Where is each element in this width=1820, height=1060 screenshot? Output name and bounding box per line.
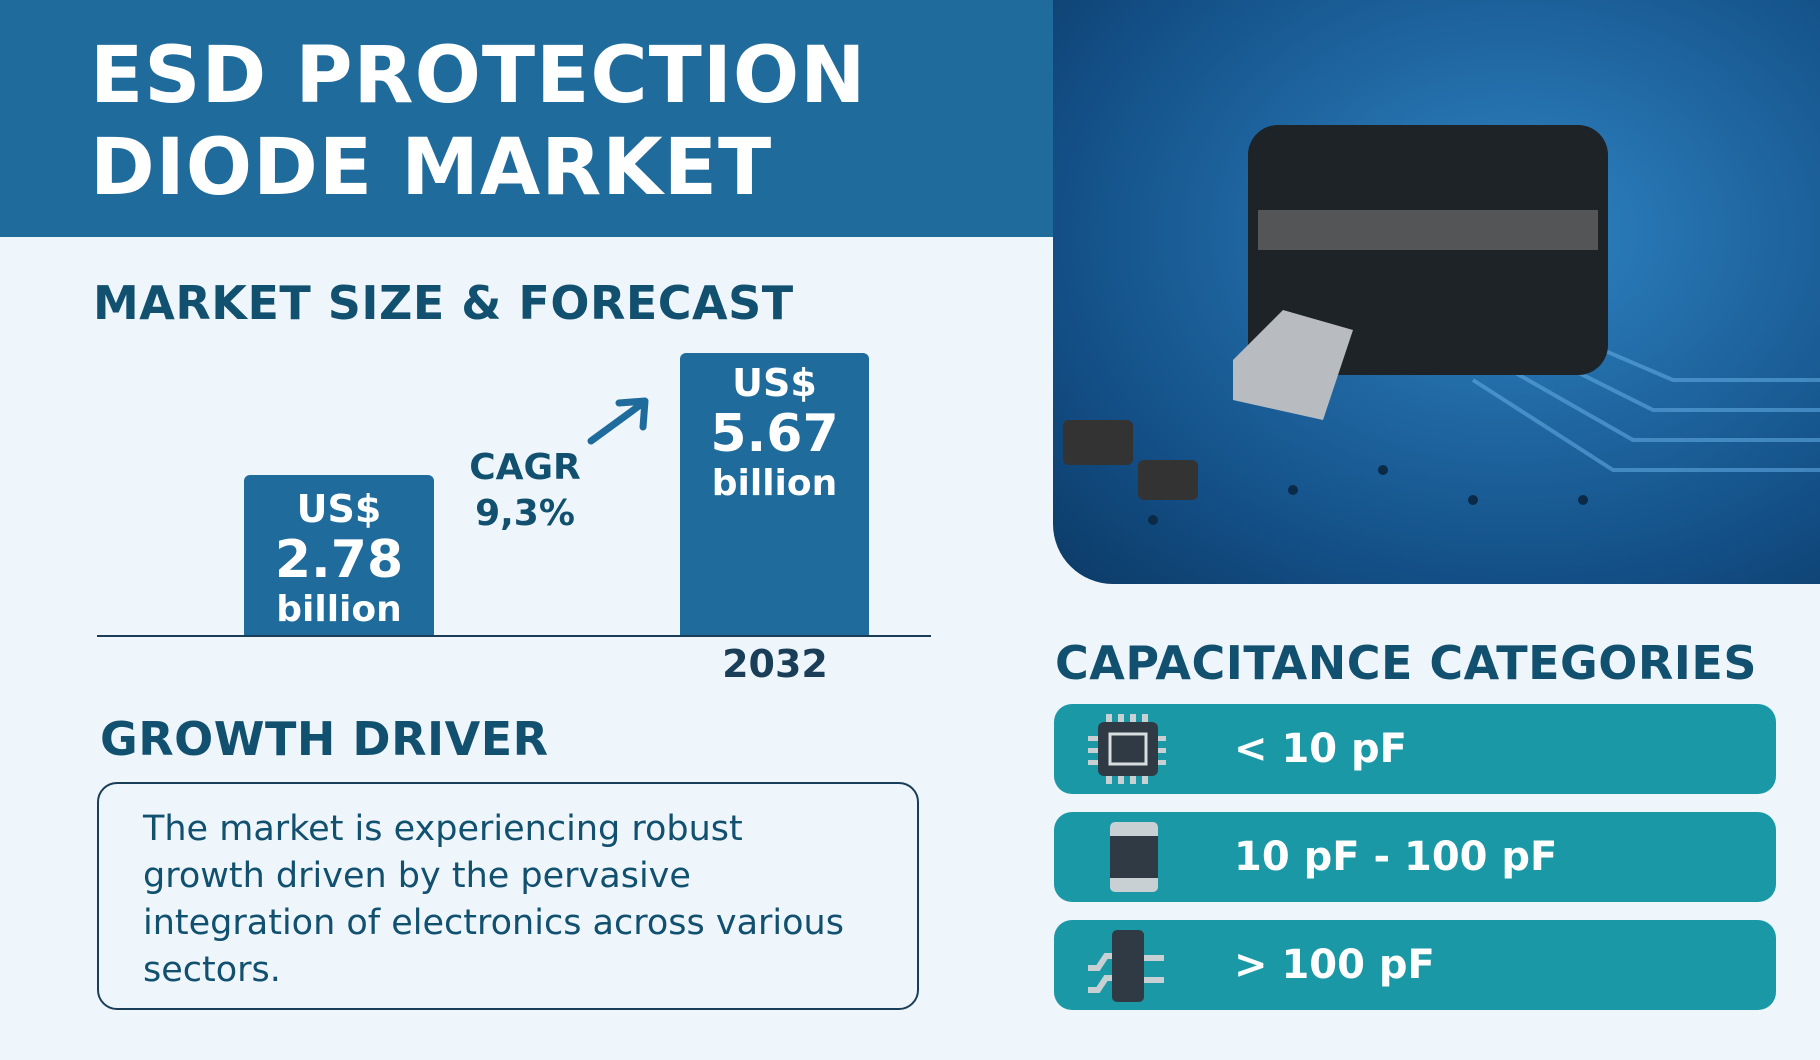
page-title: ESD PROTECTION DIODE MARKET — [90, 31, 867, 213]
diode-package-icon — [1084, 920, 1204, 1010]
title-banner: ESD PROTECTION DIODE MARKET — [0, 0, 1053, 237]
market-size-heading: MARKET SIZE & FORECAST — [93, 276, 794, 330]
cagr-label: CAGR 9,3% — [469, 447, 581, 534]
category-low: < 10 pF — [1054, 704, 1776, 794]
category-mid: 10 pF - 100 pF — [1054, 812, 1776, 902]
arrow-up-right-icon — [587, 397, 649, 445]
year-label: 2032 — [722, 642, 828, 686]
smd-capacitor-icon — [1084, 812, 1204, 902]
bar-current: US$ 2.78 billion — [244, 475, 434, 636]
capacitance-heading: CAPACITANCE CATEGORIES — [1055, 636, 1757, 690]
category-high: > 100 pF — [1054, 920, 1776, 1010]
growth-driver-heading: GROWTH DRIVER — [100, 712, 549, 766]
chart-baseline — [97, 635, 931, 637]
bar-forecast: US$ 5.67 billion — [680, 353, 869, 636]
circuit-board-photo — [1053, 0, 1820, 584]
growth-driver-box: The market is experiencing robust growth… — [97, 782, 919, 1010]
chip-icon — [1084, 704, 1204, 794]
